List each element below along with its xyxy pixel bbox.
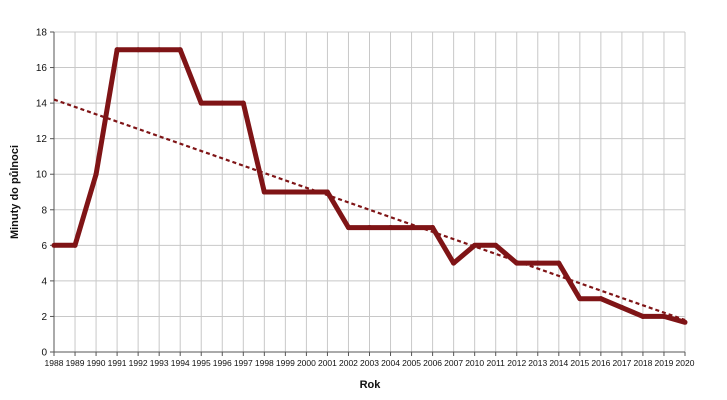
x-tick-label-1999: 1999 <box>276 358 295 368</box>
y-tick-label-4: 4 <box>41 276 47 287</box>
trend-line <box>53 98 686 322</box>
data-point-2007 <box>451 260 457 266</box>
x-tick-label-2012: 2012 <box>507 358 526 368</box>
data-point-2013 <box>535 260 541 266</box>
y-tick-label-0: 0 <box>41 348 47 359</box>
data-point-2017 <box>619 305 625 311</box>
y-tick-label-6: 6 <box>41 241 47 252</box>
x-tick-label-2011: 2011 <box>487 358 506 368</box>
x-tick-label-1997: 1997 <box>234 358 253 368</box>
x-tick-label-1990: 1990 <box>87 358 106 368</box>
x-tick-label-1991: 1991 <box>108 358 127 368</box>
y-tick-label-8: 8 <box>41 205 47 216</box>
data-point-1994 <box>177 47 183 53</box>
data-point-1988 <box>51 242 57 248</box>
data-point-1989 <box>72 242 78 248</box>
x-tick-label-2000: 2000 <box>297 358 316 368</box>
data-point-2006 <box>430 225 436 231</box>
x-tick-label-2013: 2013 <box>528 358 547 368</box>
data-point-1996 <box>219 100 225 106</box>
data-point-1999 <box>282 189 288 195</box>
x-tick-label-2002: 2002 <box>339 358 358 368</box>
y-axis-ticks: 0 2 4 6 8 10 12 14 16 18 <box>36 28 48 359</box>
y-tick-label-14: 14 <box>36 99 48 110</box>
y-tick-label-12: 12 <box>36 134 48 145</box>
x-axis-ticks: 1988 1989 1990 1991 1992 1993 1994 1995 1996 1997… <box>45 358 695 368</box>
data-point-1991 <box>114 47 120 53</box>
data-point-2001 <box>324 189 330 195</box>
grid <box>53 31 686 353</box>
x-tick-label-2001: 2001 <box>318 358 337 368</box>
x-tick-label-1988: 1988 <box>45 358 64 368</box>
x-tick-label-2015: 2015 <box>570 358 589 368</box>
y-tick-label-2: 2 <box>41 312 47 323</box>
series-layer <box>51 47 688 325</box>
y-tick-label-18: 18 <box>36 28 48 39</box>
data-point-2018 <box>640 313 646 319</box>
x-tick-label-1998: 1998 <box>255 358 274 368</box>
data-point-2005 <box>409 225 415 231</box>
data-point-1992 <box>135 47 141 53</box>
x-tick-label-2017: 2017 <box>612 358 631 368</box>
y-tick-label-10: 10 <box>36 170 48 181</box>
x-tick-label-1996: 1996 <box>213 358 232 368</box>
data-point-1993 <box>156 47 162 53</box>
data-point-2010 <box>472 242 478 248</box>
x-tick-label-2007: 2007 <box>444 358 463 368</box>
x-tick-label-2018: 2018 <box>633 358 652 368</box>
x-tick-label-1989: 1989 <box>66 358 85 368</box>
data-point-2016 <box>598 296 604 302</box>
x-tick-label-2014: 2014 <box>549 358 568 368</box>
data-point-2015 <box>577 296 583 302</box>
x-axis-label: Rok <box>360 379 382 391</box>
data-point-2020 <box>682 319 688 325</box>
x-tick-label-2020: 2020 <box>676 358 695 368</box>
data-point-2012 <box>514 260 520 266</box>
data-point-2002 <box>345 225 351 231</box>
x-tick-label-1994: 1994 <box>171 358 190 368</box>
x-tick-label-1995: 1995 <box>192 358 211 368</box>
data-point-2011 <box>493 242 499 248</box>
data-point-2003 <box>367 225 372 231</box>
data-point-1990 <box>93 171 99 177</box>
axes <box>50 31 686 356</box>
x-tick-label-2006: 2006 <box>423 358 442 368</box>
x-tick-label-2019: 2019 <box>655 358 674 368</box>
x-tick-label-2016: 2016 <box>591 358 610 368</box>
x-tick-label-2004: 2004 <box>381 358 400 368</box>
data-point-2004 <box>388 225 394 231</box>
x-tick-label-2010: 2010 <box>465 358 484 368</box>
data-point-2014 <box>556 260 562 266</box>
y-tick-label-16: 16 <box>36 63 48 74</box>
data-point-1997 <box>240 100 246 106</box>
data-point-1995 <box>198 100 204 106</box>
data-point-2019 <box>661 313 667 319</box>
x-tick-label-1992: 1992 <box>129 358 148 368</box>
y-axis-label: Minuty do půlnoci <box>9 145 21 239</box>
x-tick-label-2003: 2003 <box>360 358 379 368</box>
data-point-2000 <box>303 189 309 195</box>
data-point-1998 <box>261 189 267 195</box>
x-tick-label-2005: 2005 <box>402 358 421 368</box>
x-tick-label-1993: 1993 <box>150 358 169 368</box>
